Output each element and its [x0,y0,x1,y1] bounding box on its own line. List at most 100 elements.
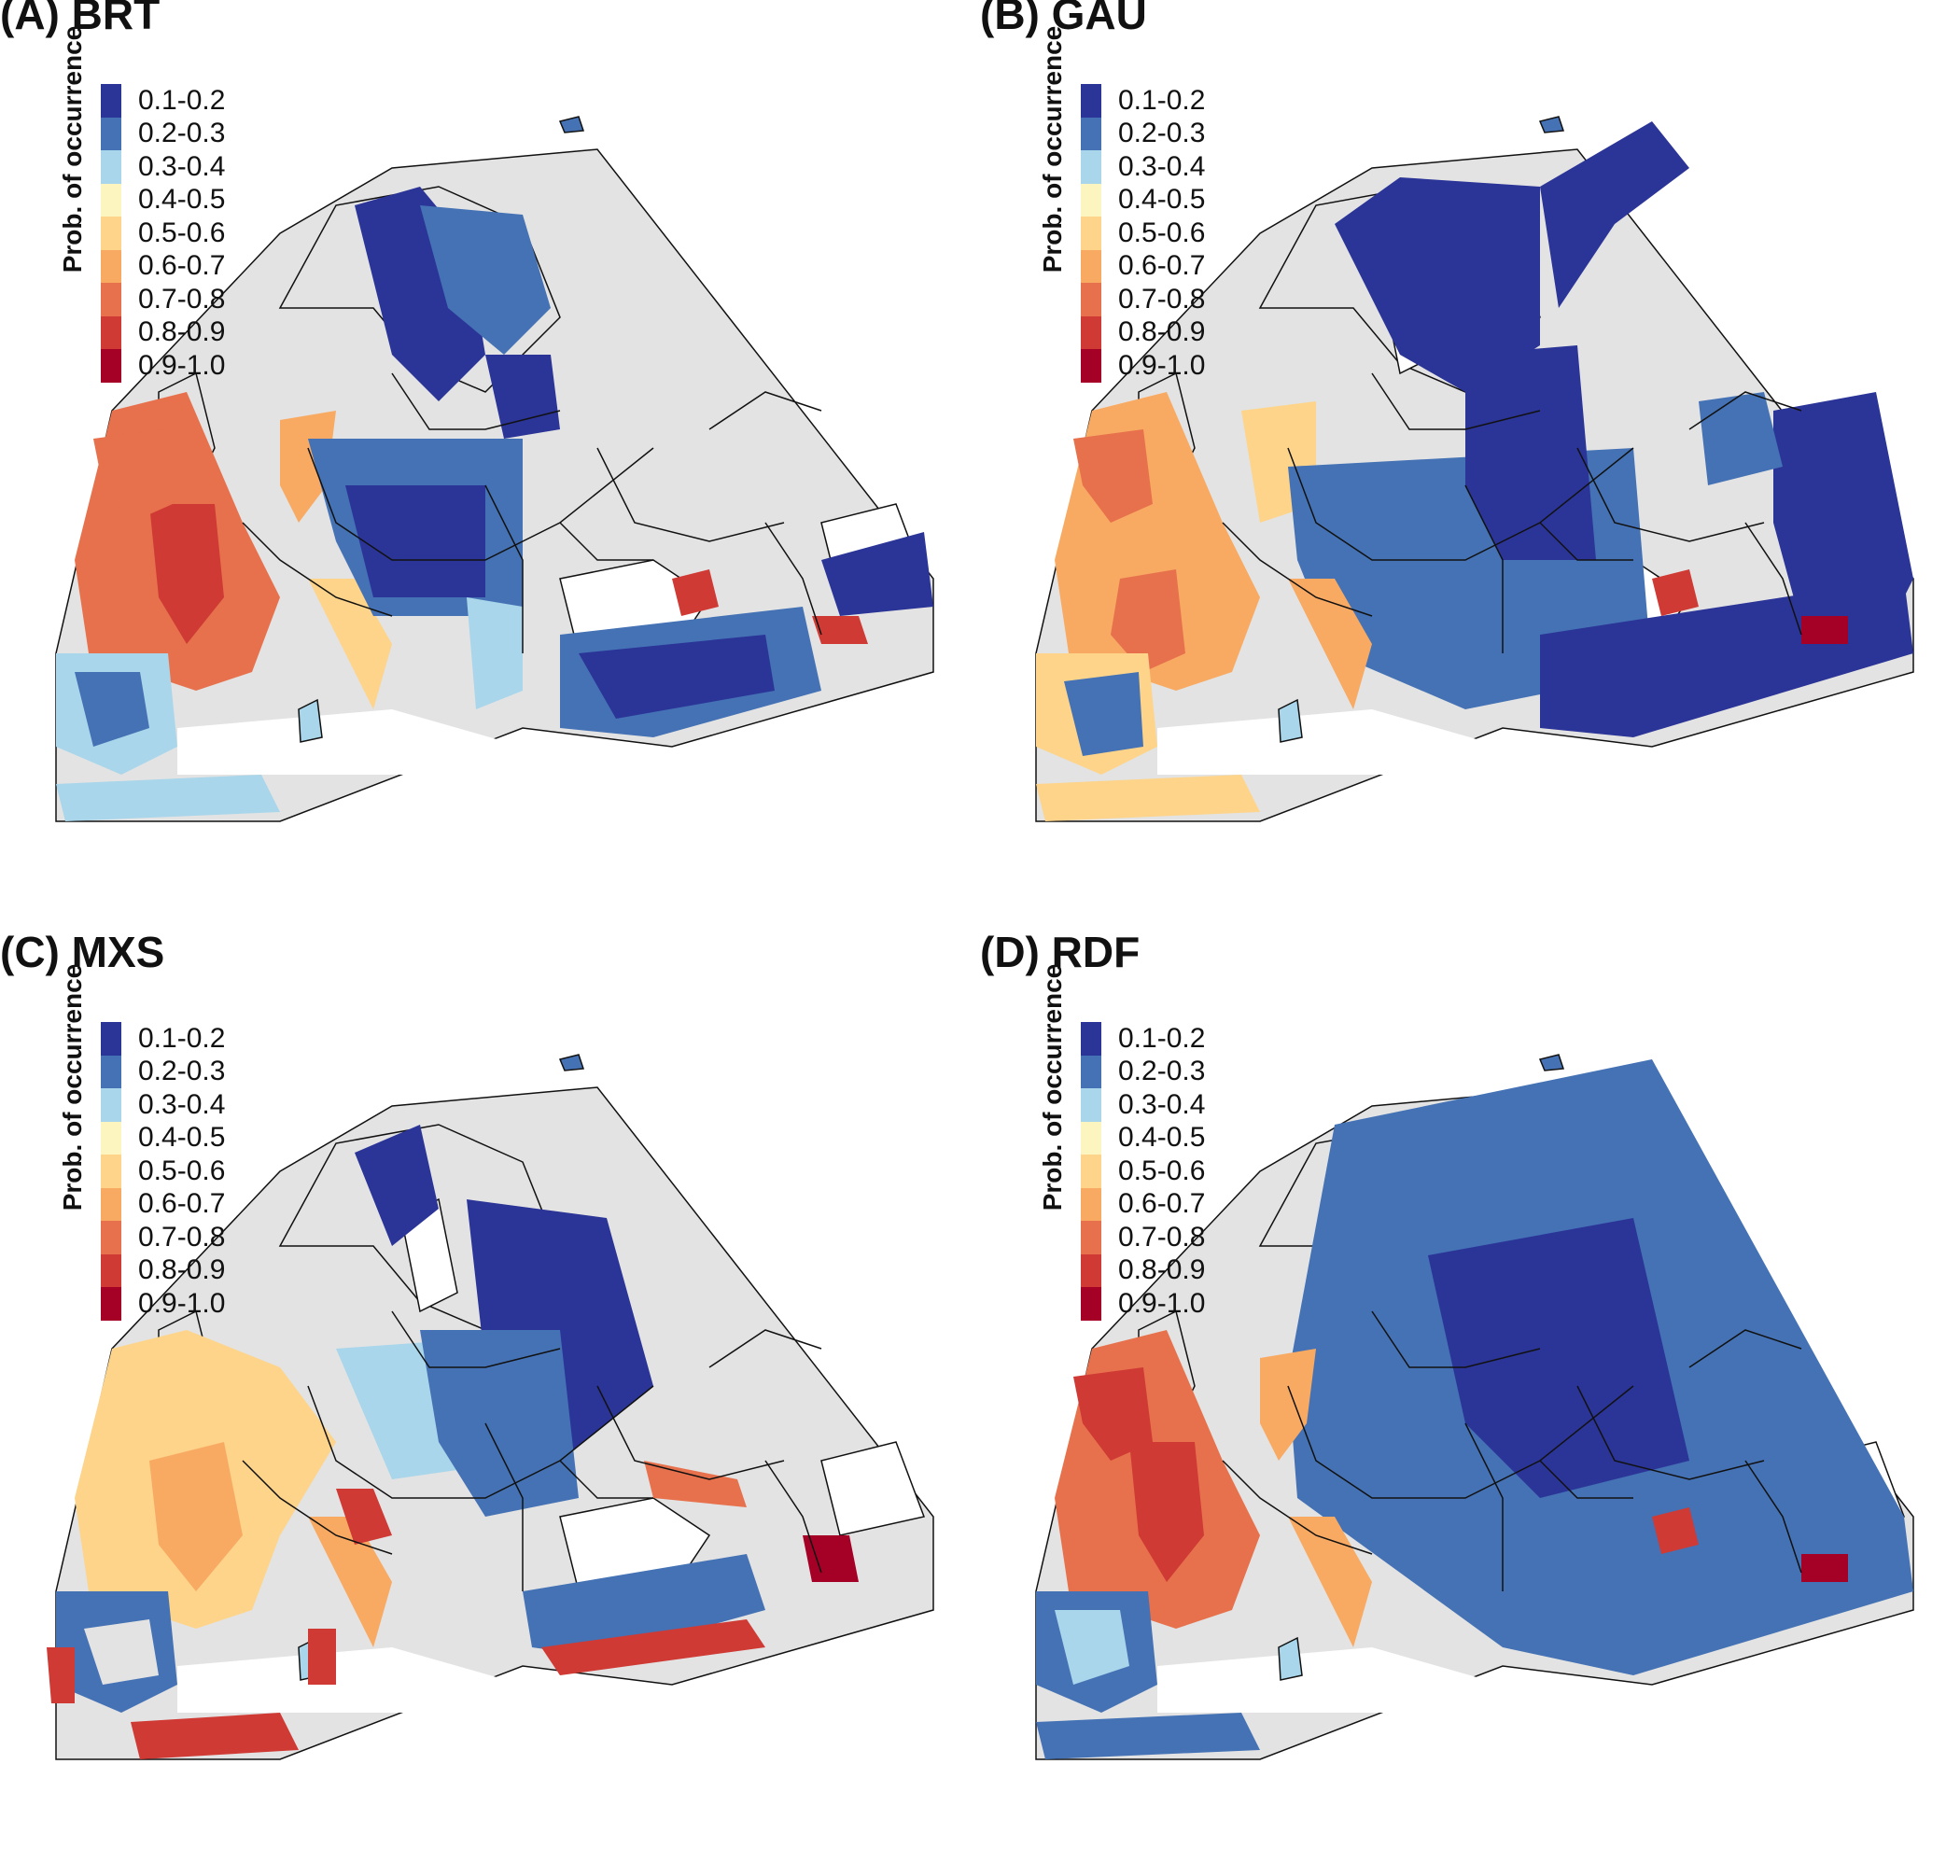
legend-swatch [1081,1121,1101,1155]
legend-swatch [1081,283,1101,316]
legend-swatch [1081,1287,1101,1321]
legend-swatch [101,1287,121,1321]
legend-item: 0.4-0.5 [1081,1121,1206,1155]
legend-label: 0.2-0.3 [138,118,226,149]
legend-label: 0.7-0.8 [138,1221,226,1253]
legend-swatch [101,349,121,383]
legend-item: 0.3-0.4 [1081,150,1205,184]
legend-item: 0.8-0.9 [1081,1253,1205,1287]
legend-item: 0.9-1.0 [101,1287,225,1321]
legend-label: 0.7-0.8 [1118,1221,1206,1253]
legend-label: 0.6-0.7 [1118,250,1206,282]
legend-swatch [101,249,121,283]
legend-item: 0.1-0.2 [101,1022,225,1056]
legend-item: 0.5-0.6 [101,1155,225,1188]
legend-swatch [101,1022,121,1056]
map-panel-rdf: (D) RDF Prob. of occurrence 0.1-0.2 0.2-0… [980,931,1960,1876]
legend-list: 0.1-0.2 0.2-0.3 0.3-0.4 0.4-0.5 0.5-0.6 0.6-0… [1081,84,1205,383]
legend-label: 0.6-0.7 [138,250,226,282]
map-panel-mxs: (C) MXS Prob. of occurrence 0.1-0.2 0.2-0… [0,931,980,1876]
legend-item: 0.7-0.8 [1081,283,1205,316]
legend-item: 0.2-0.3 [1081,1055,1205,1088]
legend-swatch [101,217,121,250]
legend-label: 0.1-0.2 [1118,1022,1206,1054]
legend-swatch [101,150,121,184]
legend-item: 0.5-0.6 [101,217,225,250]
legend-title: Prob. of occurrence [58,963,87,1211]
legend-label: 0.5-0.6 [1118,217,1206,248]
legend-item: 0.8-0.9 [1081,315,1206,349]
legend-swatch [1081,249,1101,283]
map-panel-gau: (B) GAU Prob. of occurrence 0.1-0.2 0.2-0… [980,0,1960,938]
legend-item: 0.4-0.5 [101,183,226,217]
europe-map-brt [55,116,934,822]
legend-swatch [1081,1221,1101,1254]
legend-item: 0.3-0.4 [101,150,225,184]
legend-label: 0.3-0.4 [1118,1088,1206,1120]
probability-surface-gau [1036,121,1913,821]
legend-label: 0.3-0.4 [138,1088,226,1120]
legend: Prob. of occurrence 0.1-0.2 0.2-0.3 0.3-0.… [1036,964,1279,1330]
legend-swatch [101,1187,121,1221]
legend-swatch [1081,117,1101,150]
legend-item: 0.6-0.7 [1081,1187,1206,1221]
legend-item: 0.1-0.2 [1081,84,1205,118]
legend-swatch [101,1253,121,1287]
legend-swatch [1081,1088,1101,1122]
legend-swatch [101,1121,121,1155]
panel-title: (A) BRT [0,0,161,38]
legend-item: 0.8-0.9 [101,315,226,349]
legend-label: 0.3-0.4 [1118,150,1206,182]
legend-label: 0.6-0.7 [1118,1188,1206,1220]
legend-item: 0.4-0.5 [101,1121,226,1155]
legend-label: 0.1-0.2 [138,1022,226,1054]
legend-swatch [1081,217,1101,250]
panel-title: (C) MXS [0,928,165,976]
probability-surface-mxs [47,1125,859,1759]
legend-label: 0.2-0.3 [1118,118,1206,149]
legend-item: 0.5-0.6 [1081,217,1205,250]
legend-list: 0.1-0.2 0.2-0.3 0.3-0.4 0.4-0.5 0.5-0.6 0.6-0… [101,1022,225,1321]
legend-item: 0.3-0.4 [1081,1088,1205,1122]
legend-swatch [101,315,121,349]
legend-list: 0.1-0.2 0.2-0.3 0.3-0.4 0.4-0.5 0.5-0.6 0.6-0… [101,84,225,383]
legend-label: 0.4-0.5 [138,184,226,216]
panel-title: (D) RDF [980,928,1141,976]
legend-label: 0.4-0.5 [138,1122,226,1154]
legend-swatch [1081,183,1101,217]
legend-label: 0.2-0.3 [138,1056,226,1087]
legend-label: 0.1-0.2 [138,84,226,116]
legend-swatch [101,1055,121,1088]
legend-item: 0.2-0.3 [101,1055,226,1088]
legend-label: 0.4-0.5 [1118,184,1206,216]
europe-map-mxs [47,1054,934,1760]
legend-swatch [1081,1253,1101,1287]
legend-swatch [101,1221,121,1254]
legend: Prob. of occurrence 0.1-0.2 0.2-0.3 0.3-0.… [56,964,299,1330]
legend-label: 0.5-0.6 [138,217,226,248]
legend-label: 0.9-1.0 [1118,349,1206,381]
legend-swatch [1081,1022,1101,1056]
legend-swatch [101,283,121,316]
legend-item: 0.6-0.7 [101,1187,226,1221]
legend-label: 0.4-0.5 [1118,1122,1206,1154]
probability-surface-rdf [1036,1059,1913,1759]
legend-item: 0.1-0.2 [101,84,225,118]
legend-label: 0.9-1.0 [138,349,226,381]
legend-swatch [1081,1155,1101,1188]
legend-swatch [101,117,121,150]
legend-item: 0.9-1.0 [101,349,225,383]
legend-swatch [101,1088,121,1122]
legend-label: 0.8-0.9 [138,1254,226,1286]
legend-label: 0.9-1.0 [1118,1287,1206,1319]
legend-label: 0.6-0.7 [138,1188,226,1220]
legend-item: 0.7-0.8 [1081,1221,1205,1254]
legend-label: 0.8-0.9 [138,316,226,348]
legend-label: 0.8-0.9 [1118,316,1206,348]
legend-label: 0.5-0.6 [138,1155,226,1186]
map-panel-brt: (A) BRT Prob. of occurrence 0.1-0.2 0.2-0… [0,0,980,938]
legend-item: 0.2-0.3 [101,117,226,150]
probability-surface-brt [56,187,933,821]
legend-item: 0.1-0.2 [1081,1022,1205,1056]
legend-swatch [101,183,121,217]
